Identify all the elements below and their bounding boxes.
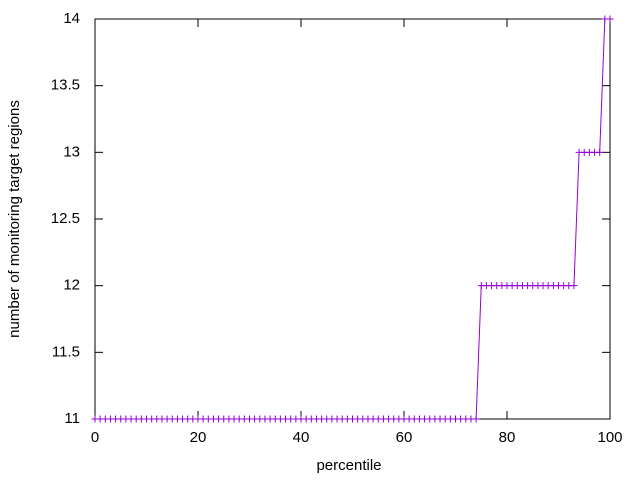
x-tick-label: 20 bbox=[190, 429, 207, 446]
y-tick-label: 12 bbox=[63, 277, 80, 294]
x-tick-label: 60 bbox=[396, 429, 413, 446]
point-marker bbox=[606, 15, 614, 23]
plot-frame bbox=[94, 18, 611, 420]
y-tick-label: 14 bbox=[63, 10, 80, 27]
y-axis-label: number of monitoring target regions bbox=[6, 100, 23, 338]
y-tick-label: 11 bbox=[64, 410, 80, 427]
y-tick-label: 11.5 bbox=[52, 343, 80, 360]
point-marker bbox=[596, 148, 604, 156]
point-marker bbox=[570, 282, 578, 290]
y-tick-label: 13.5 bbox=[51, 77, 80, 94]
point-marker bbox=[472, 415, 480, 423]
x-tick-label: 40 bbox=[293, 429, 310, 446]
y-tick-label: 12.5 bbox=[51, 210, 80, 227]
y-tick-label: 13 bbox=[63, 143, 80, 160]
x-tick-label: 100 bbox=[597, 429, 622, 446]
x-tick-label: 0 bbox=[91, 429, 99, 446]
series-line bbox=[95, 18, 610, 420]
x-tick-label: 80 bbox=[499, 429, 516, 446]
x-axis-label: percentile bbox=[316, 457, 381, 474]
